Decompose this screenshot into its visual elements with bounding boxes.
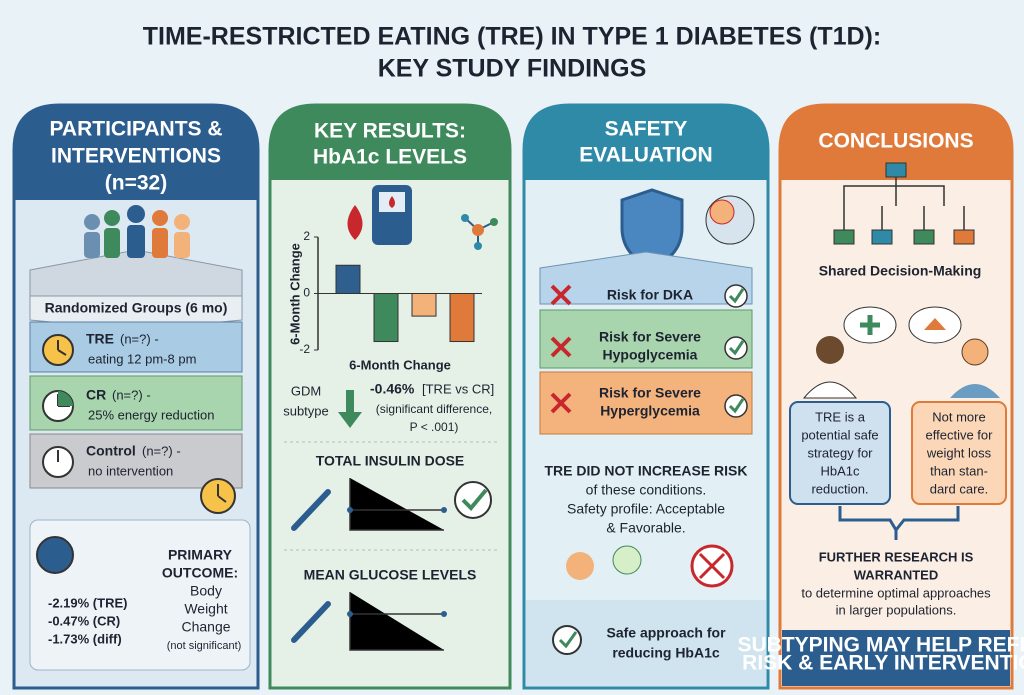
further: FURTHER RESEARCH IS [819,549,974,564]
risk: Hyperglycemia [600,403,700,419]
risk: Risk for Severe [599,329,701,345]
safe-footer: Safe approach for [606,625,726,641]
outcome-value: -0.47% (CR) [48,613,120,628]
outcome-desc: Change [181,619,230,635]
further-rest: in larger populations. [836,602,957,617]
significance: P < .001) [410,420,459,434]
outcome-desc: Body [190,583,222,599]
right-box: dard care. [930,481,989,496]
panel-heading: (n=32) [105,172,167,195]
group-name: CR [86,387,106,403]
group-name: Control [86,443,136,459]
risk: Risk for DKA [607,287,693,303]
title: TIME-RESTRICTED EATING (TRE) IN TYPE 1 D… [143,23,881,51]
bar [335,264,361,294]
statement: TRE DID NOT INCREASE RISK [544,463,747,479]
right-box: weight loss [926,445,992,460]
left-box: reduction. [811,481,868,496]
right-box: Not more [932,409,985,424]
risk: Hypoglycemia [603,347,698,363]
conclusion-footer: SUBTYPING MAY HELP REFINE [737,634,1024,657]
further-rest: to determine optimal approaches [801,585,991,600]
outcome-value: -1.73% (diff) [48,631,122,646]
y-tick-label: 2 [303,229,310,243]
group-detail: (n=?) - [120,331,159,346]
group-desc: no intervention [88,463,173,478]
y-axis-label: 6-Month Change [287,243,302,345]
statement-rest: of these conditions. [586,482,707,498]
y-tick-label: 0 [303,286,310,300]
safe-footer: reducing HbA1c [612,645,720,661]
panel-heading: HbA1c LEVELS [313,146,467,169]
group-name: TRE [86,331,114,347]
statement-rest: & Favorable. [606,520,685,536]
bar [449,293,475,343]
group-detail: (n=?) - [112,387,151,402]
decision: Shared Decision-Making [819,263,982,279]
group-detail: (n=?) - [142,443,181,458]
outcome-label: PRIMARY [168,547,233,563]
group-desc: 25% energy reduction [88,407,214,422]
risk: Risk for Severe [599,385,701,401]
section-title: MEAN GLUCOSE LEVELS [304,567,477,583]
panel-heading: SAFETY [605,118,688,141]
left-box: strategy for [807,445,873,460]
section-title: TOTAL INSULIN DOSE [316,453,465,469]
right-box: effective for [926,427,994,442]
subtype: subtype [283,403,329,418]
left-box: TRE is a [815,409,866,424]
panel-heading: CONCLUSIONS [818,130,973,153]
bar [373,293,399,343]
further: WARRANTED [854,567,939,582]
subtype: GDM [291,383,321,398]
outcome-note: (not significant) [167,640,242,652]
bar [411,293,437,317]
left-box: HbA1c [820,463,860,478]
outcome-desc: Weight [184,601,227,617]
panel-frames [12,103,1014,690]
panel-heading: PARTICIPANTS & [49,118,222,141]
outcome-label: OUTCOME: [162,565,238,581]
x-axis-label: 6-Month Change [349,357,451,372]
panel-heading: EVALUATION [579,144,712,167]
group-desc: eating 12 pm-8 pm [88,351,196,366]
panel-heading: KEY RESULTS: [314,120,466,143]
outcome-value: -2.19% (TRE) [48,595,127,610]
left-box: potential safe [801,427,878,442]
panel-heading: INTERVENTIONS [51,145,221,168]
title: KEY STUDY FINDINGS [378,55,647,83]
y-tick-label: -2 [299,342,310,356]
result: -0.46% [370,381,415,397]
conclusion-footer: RISK & EARLY INTERVENTION [742,652,1024,675]
groups-title: Randomized Groups (6 mo) [45,300,228,316]
statement-rest: Safety profile: Acceptable [567,501,725,517]
right-box: than stan- [930,463,988,478]
significance: (significant difference, [376,402,493,416]
result-rest: [TRE vs CR] [422,381,494,396]
